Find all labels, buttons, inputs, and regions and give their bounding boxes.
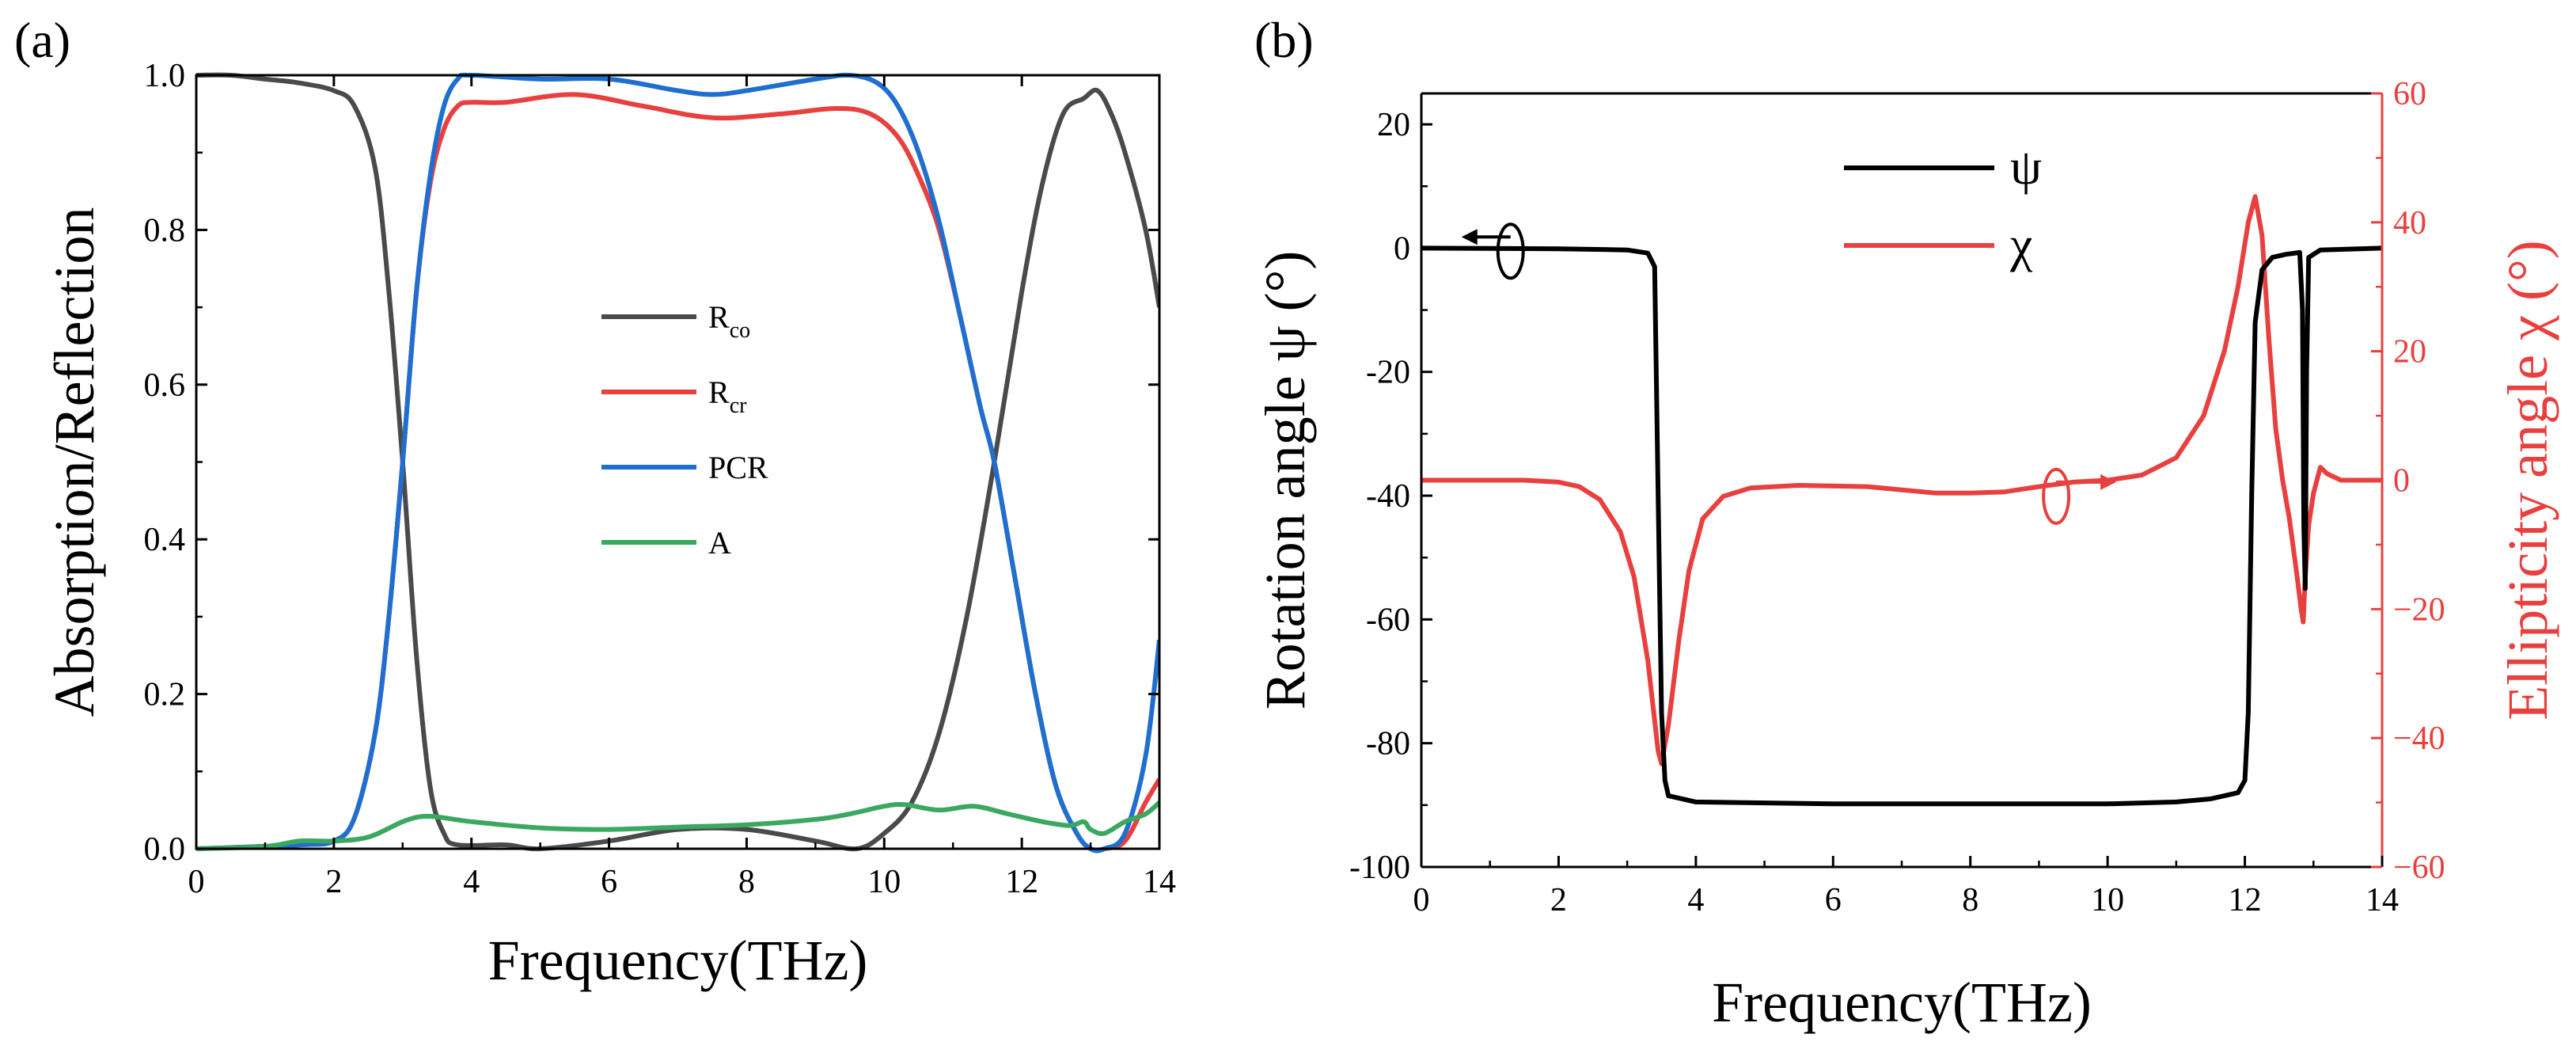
- x-tick-label: 10: [2091, 882, 2124, 918]
- legend-label: Rcr: [708, 375, 747, 418]
- y-tick-label: -20: [1366, 355, 1410, 391]
- y-tick-label: -100: [1349, 850, 1410, 886]
- x-tick-label: 12: [2229, 882, 2262, 918]
- x-tick-label: 0: [1413, 882, 1430, 918]
- legend-label-main: PCR: [708, 450, 768, 485]
- chi-axis-marker: [2042, 467, 2071, 525]
- chi-axis-arrowhead: [2100, 473, 2117, 490]
- legend-label-main: A: [708, 525, 731, 561]
- series-line-rcr: [196, 92, 1159, 853]
- legend-label: A: [708, 525, 731, 561]
- legend-label: PCR: [708, 450, 768, 485]
- x-tick-label: 12: [1005, 864, 1038, 900]
- x-tick-label: 2: [325, 864, 342, 900]
- panel-label: (a): [14, 12, 70, 68]
- y-tick-label: 0.8: [144, 212, 186, 249]
- x-tick-label: 4: [463, 864, 480, 900]
- x-tick-label: 2: [1550, 882, 1567, 918]
- y2-tick-label: 40: [2393, 205, 2426, 241]
- series-line-chi: [1421, 194, 2382, 766]
- x-tick-label: 8: [1962, 882, 1978, 918]
- series-line-a: [196, 800, 1159, 851]
- panel-b: (b) 0 2 4 6 8 10 12 14 -100 -80 -60 -40 -20 0 20 −60 −40 −…: [1254, 12, 2559, 1034]
- y-tick-label: 20: [1377, 107, 1410, 143]
- legend-label: χ: [2009, 216, 2033, 272]
- legend-label-sub: co: [730, 318, 750, 343]
- series-line-pcr: [196, 72, 1159, 854]
- legend-label-sub: cr: [730, 394, 747, 418]
- y-tick-label: 0.6: [144, 367, 186, 404]
- x-tick-label: 14: [2365, 882, 2399, 918]
- y2-tick-label: −60: [2393, 850, 2445, 886]
- series-line-rco: [196, 72, 1159, 852]
- legend-label-main: R: [708, 299, 730, 335]
- x-tick-label: 8: [738, 864, 755, 900]
- x-tick-label: 6: [1825, 882, 1842, 918]
- panel-label: (b): [1254, 12, 1314, 68]
- x-tick-label: 10: [867, 864, 901, 900]
- y-axis-title: Rotation angle ψ (°): [1254, 251, 1317, 710]
- y2-tick-label: −20: [2393, 591, 2445, 628]
- legend-label: Rco: [708, 299, 750, 343]
- legend-label: ψ: [2010, 139, 2042, 195]
- y2-tick-label: 60: [2393, 76, 2426, 112]
- series-group: [1421, 194, 2382, 807]
- y-tick-label: 0.4: [144, 522, 186, 558]
- y-tick-label: -80: [1366, 726, 1410, 762]
- psi-axis-arrowhead: [1461, 229, 1478, 245]
- x-tick-label: 14: [1143, 864, 1176, 900]
- psi-axis-marker: [1496, 222, 1525, 280]
- y2-tick-label: 20: [2393, 334, 2426, 371]
- x-axis-title: Frequency(THz): [488, 929, 868, 992]
- x-tick-label: 4: [1687, 882, 1704, 918]
- y-tick-label: 1.0: [144, 58, 186, 94]
- y-tick-label: 0.2: [144, 677, 186, 713]
- x-tick-label: 6: [601, 864, 617, 900]
- y2-axis-title: Ellipticity angle χ (°): [2496, 240, 2559, 721]
- panel-a: (a) 0 2 4 6 8 10 12 14 0.0 0.2 0.4 0.6 0.8 1.0 Frequenc…: [14, 12, 1176, 992]
- y-tick-label: -40: [1366, 478, 1410, 515]
- y-axis-title: Absorption/Reflection: [43, 207, 106, 717]
- x-tick-label: 0: [188, 864, 205, 900]
- y-tick-label: -60: [1366, 602, 1410, 638]
- plot-frame: [195, 74, 1161, 850]
- series-line-psi: [1421, 245, 2382, 807]
- y2-tick-label: 0: [2393, 463, 2410, 500]
- y2-tick-label: −40: [2393, 721, 2445, 757]
- y-tick-label: 0: [1394, 230, 1410, 267]
- legend-label-main: R: [708, 375, 730, 410]
- x-axis-title: Frequency(THz): [1712, 971, 2092, 1034]
- y-tick-label: 0.0: [144, 831, 186, 868]
- series-group: [196, 72, 1159, 854]
